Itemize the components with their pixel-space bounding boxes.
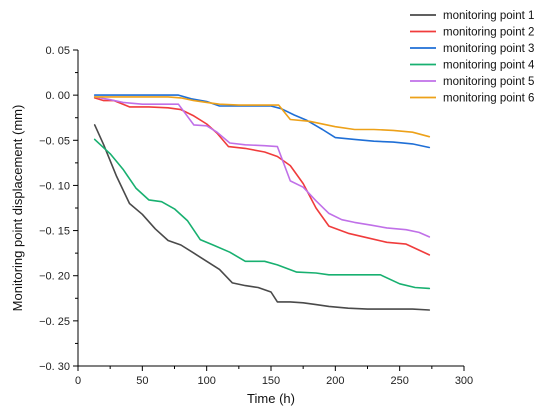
series-line-2 — [93, 97, 431, 256]
y-tick-label: 0. 00 — [46, 90, 70, 102]
y-tick-label: −0. 30 — [39, 361, 70, 373]
plot-area — [93, 94, 431, 311]
series-line-5 — [93, 96, 431, 238]
series-line-1 — [93, 124, 431, 311]
x-tick-label: 0 — [75, 375, 81, 387]
y-tick-label: −0. 15 — [39, 226, 70, 238]
legend-label-4: monitoring point 4 — [443, 60, 535, 72]
legend-label-1: monitoring point 1 — [443, 10, 534, 22]
x-tick-label: 300 — [455, 375, 473, 387]
x-axis-title: Time (h) — [247, 391, 295, 406]
y-axis-title: Monitoring point displacement (mm) — [10, 105, 25, 312]
y-tick-label: −0. 25 — [39, 316, 70, 328]
legend-label-3: monitoring point 3 — [443, 43, 534, 55]
x-tick-label: 250 — [390, 375, 408, 387]
x-tick-label: 150 — [262, 375, 280, 387]
series-line-3 — [93, 94, 431, 149]
x-tick-label: 200 — [326, 375, 344, 387]
y-tick-label: 0. 05 — [46, 45, 70, 57]
axes: 0 50 100 150 200 250 300 0. 05 0. 00 −0. 05 −0. 10… — [39, 45, 473, 387]
legend-label-6: monitoring point 6 — [443, 93, 534, 105]
series-line-6 — [93, 96, 431, 138]
legend-label-5: monitoring point 5 — [443, 76, 534, 88]
x-tick-label: 100 — [197, 375, 215, 387]
y-tick-label: −0. 10 — [39, 180, 70, 192]
y-tick-label: −0. 20 — [39, 271, 70, 283]
legend-label-2: monitoring point 2 — [443, 27, 534, 39]
x-tick-label: 50 — [136, 375, 148, 387]
series-line-4 — [93, 138, 431, 290]
y-tick-label: −0. 05 — [39, 135, 70, 147]
legend: monitoring point 1 monitoring point 2 moni… — [410, 10, 535, 105]
